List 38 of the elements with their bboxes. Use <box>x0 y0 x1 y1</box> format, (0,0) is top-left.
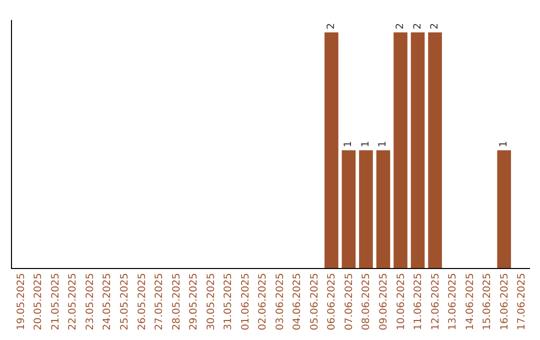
x-tick-label: 22.05.2025 <box>68 273 79 330</box>
x-tick-label: 25.05.2025 <box>119 273 130 330</box>
x-tick-label: 27.05.2025 <box>154 273 166 330</box>
x-tick-label: 21.05.2025 <box>50 273 62 330</box>
x-tick-label: 23.05.2025 <box>84 273 96 330</box>
x-tick-label: 03.06.2025 <box>274 273 286 330</box>
x-tick-label: 28.05.2025 <box>171 273 182 330</box>
data-label: 2 <box>395 23 406 30</box>
x-tick-label: 16.06.2025 <box>499 273 510 330</box>
x-tick-label: 02.06.2025 <box>258 273 269 330</box>
x-tick-label: 06.06.2025 <box>326 273 338 330</box>
x-tick-label: 12.06.2025 <box>430 273 442 330</box>
data-label: 2 <box>412 23 424 30</box>
x-tick-label: 14.06.2025 <box>464 273 476 330</box>
x-tick-label: 07.06.2025 <box>344 273 355 330</box>
x-tick-label: 26.05.2025 <box>136 273 148 330</box>
x-tick-label: 31.05.2025 <box>223 273 234 330</box>
data-label: 2 <box>326 23 337 30</box>
x-tick-label: 30.05.2025 <box>206 273 217 330</box>
data-label: 1 <box>360 140 372 148</box>
x-tick-label: 10.06.2025 <box>396 273 407 330</box>
x-tick-label: 15.06.2025 <box>482 273 494 330</box>
x-tick-label: 24.05.2025 <box>102 273 114 330</box>
data-label: 2 <box>430 23 441 30</box>
x-tick-label: 09.06.2025 <box>378 273 390 330</box>
x-tick-label: 08.06.2025 <box>361 273 372 330</box>
x-tick-label: 20.05.2025 <box>33 273 44 330</box>
x-tick-label: 29.05.2025 <box>188 273 200 330</box>
data-label: 1 <box>378 140 389 148</box>
x-tick-label: 17.06.2025 <box>516 273 528 330</box>
x-tick-label: 11.06.2025 <box>413 273 424 330</box>
x-tick-label: 13.06.2025 <box>448 273 459 330</box>
x-tick-label: 19.05.2025 <box>16 273 27 330</box>
x-tick-label: 04.06.2025 <box>292 273 304 330</box>
x-tick-label: 01.06.2025 <box>240 273 252 330</box>
data-label: 1 <box>343 140 354 148</box>
x-tick-label: 05.06.2025 <box>309 273 320 330</box>
data-label: 1 <box>498 140 510 148</box>
